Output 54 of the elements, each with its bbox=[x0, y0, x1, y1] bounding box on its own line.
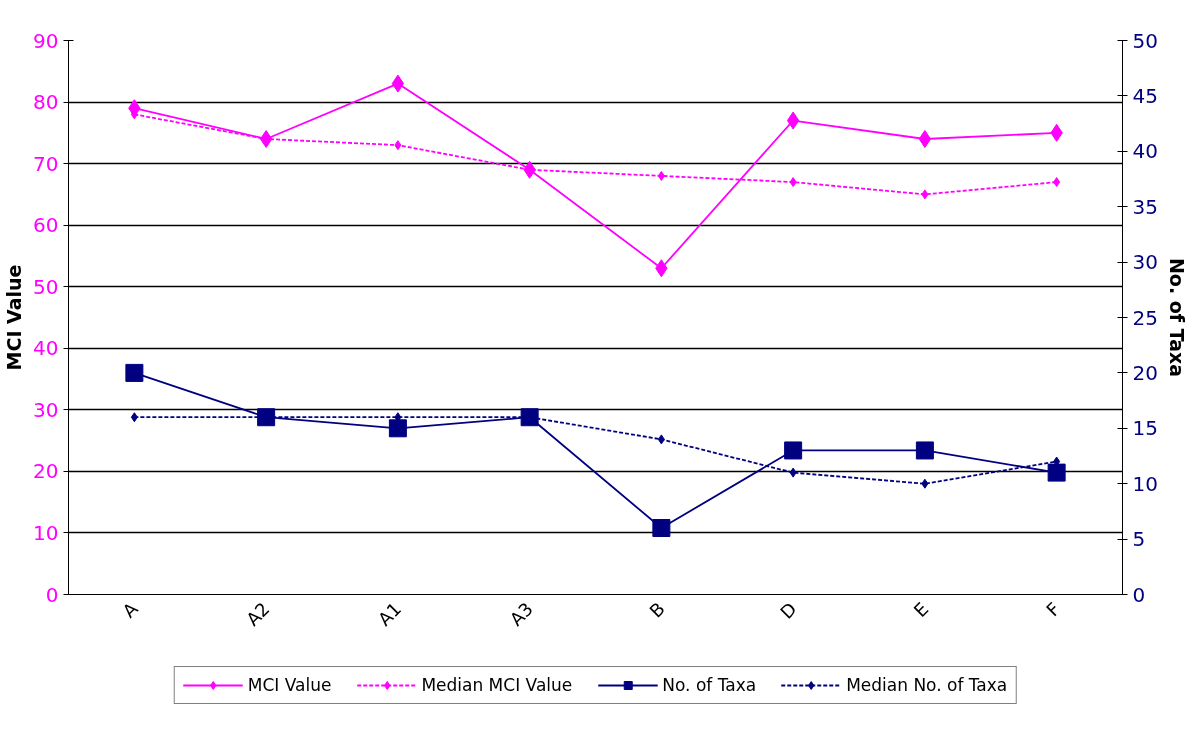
y-tick-label: 20 bbox=[33, 459, 59, 484]
y2-tick-label: 5 bbox=[1132, 527, 1146, 552]
point bbox=[786, 111, 800, 130]
y2-tick-label: 50 bbox=[1132, 28, 1158, 53]
point bbox=[1053, 177, 1061, 188]
y2-tick-label: 0 bbox=[1132, 582, 1146, 607]
point bbox=[921, 189, 929, 200]
x-tick-label: A1 bbox=[373, 598, 406, 630]
point bbox=[130, 412, 138, 423]
y-tick-label: 30 bbox=[33, 397, 59, 422]
x-tick-label: A3 bbox=[505, 598, 538, 630]
y-tick-label: 0 bbox=[45, 582, 59, 607]
legend-label: MCI Value bbox=[247, 675, 332, 695]
y2-tick-label: 45 bbox=[1132, 83, 1158, 108]
point bbox=[789, 467, 797, 478]
x-tick-label: B bbox=[645, 598, 669, 622]
point bbox=[784, 441, 803, 460]
point bbox=[657, 434, 665, 445]
legend-label: Median No. of Taxa bbox=[846, 675, 1008, 695]
y2-axis-title: No. of Taxa bbox=[1165, 257, 1188, 378]
y-tick-label: 80 bbox=[33, 90, 59, 115]
point bbox=[915, 441, 934, 460]
y2-tick-label: 25 bbox=[1132, 305, 1158, 330]
point bbox=[125, 363, 144, 382]
x-tick-label: D bbox=[775, 598, 801, 623]
y-axis-title: MCI Value bbox=[3, 264, 26, 371]
point bbox=[520, 408, 539, 427]
x-tick-label: F bbox=[1041, 598, 1065, 621]
y-tick-label: 40 bbox=[33, 336, 59, 361]
x-tick-label: E bbox=[909, 598, 933, 621]
y2-tick-label: 10 bbox=[1132, 471, 1158, 496]
y2-tick-label: 20 bbox=[1132, 360, 1158, 385]
point bbox=[1047, 463, 1066, 482]
point bbox=[918, 129, 932, 148]
point bbox=[394, 140, 402, 151]
y-tick-label: 60 bbox=[33, 213, 59, 238]
x-tick-label: A2 bbox=[241, 598, 274, 630]
x-tick-label: A bbox=[118, 597, 143, 622]
y2-tick-label: 40 bbox=[1132, 139, 1158, 164]
legend-label: No. of Taxa bbox=[662, 675, 757, 695]
point bbox=[652, 519, 671, 538]
point bbox=[657, 170, 665, 181]
point bbox=[388, 419, 407, 438]
y-tick-label: 90 bbox=[33, 28, 59, 53]
y2-tick-label: 35 bbox=[1132, 194, 1158, 219]
point bbox=[789, 177, 797, 188]
point bbox=[391, 74, 405, 93]
y-tick-label: 70 bbox=[33, 151, 59, 176]
y2-tick-label: 15 bbox=[1132, 416, 1158, 441]
point bbox=[921, 478, 929, 489]
y-tick-label: 10 bbox=[33, 520, 59, 545]
legend-label: Median MCI Value bbox=[421, 675, 573, 695]
y2-tick-label: 30 bbox=[1132, 250, 1158, 275]
y-tick-label: 50 bbox=[33, 274, 59, 299]
